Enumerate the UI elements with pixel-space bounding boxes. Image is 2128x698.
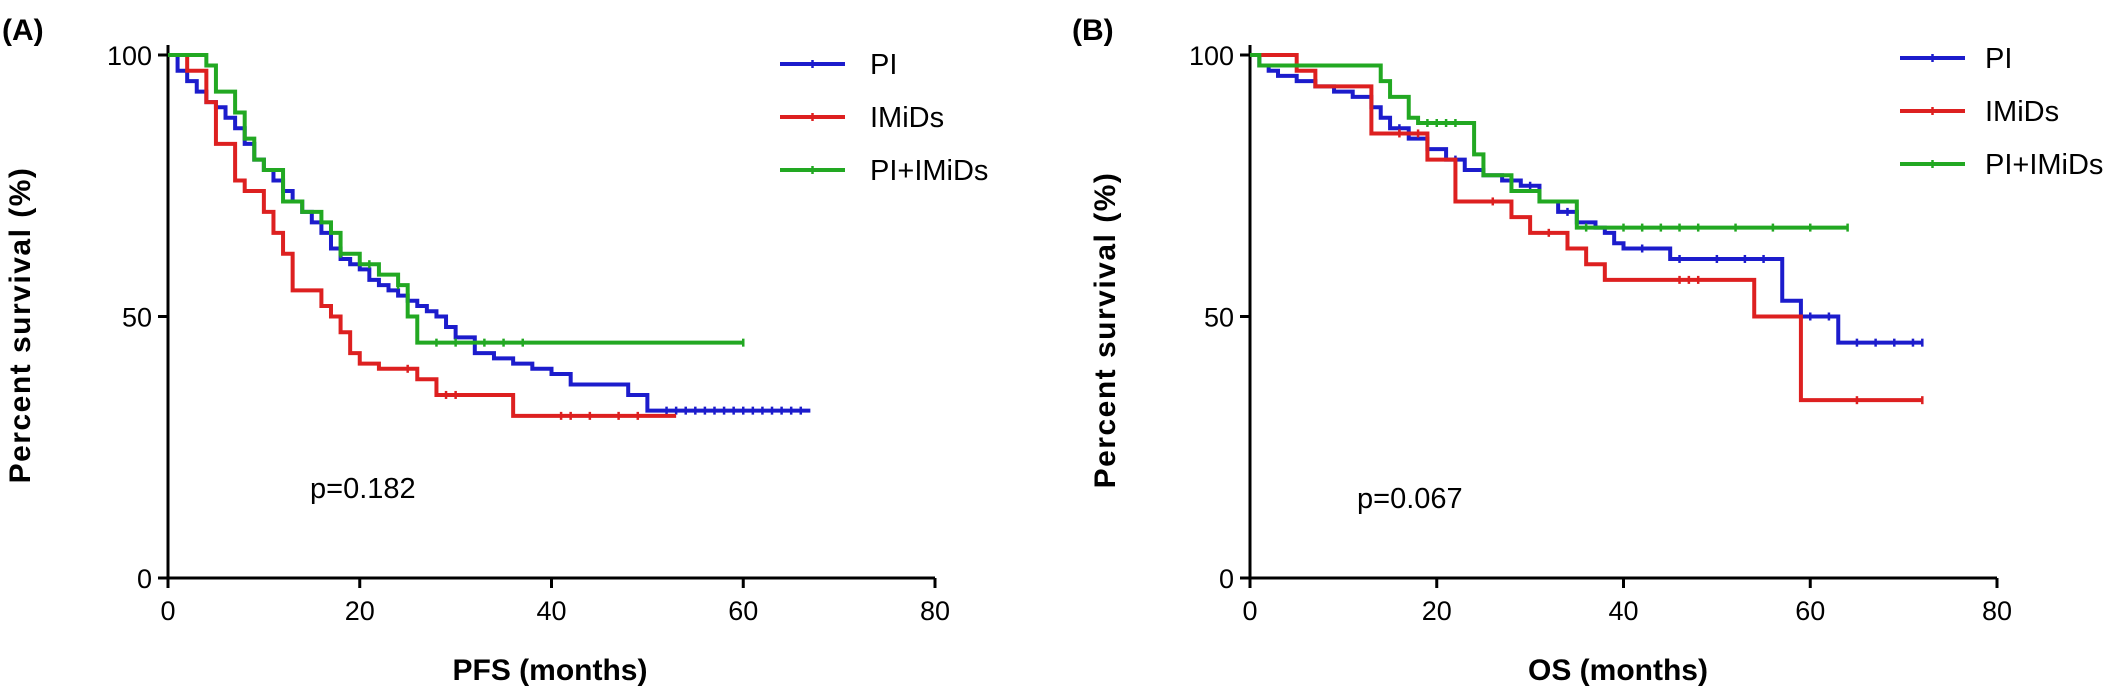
chart-panel-b: (B) 0 20 40 60 80 0 50 100 OS (months) Percent sur… [1072, 14, 2103, 687]
survival-curve [1250, 53, 1848, 230]
y-tick-label: 0 [1219, 564, 1234, 594]
series-imids [168, 53, 677, 420]
series-pi-plus-imids [1250, 53, 1849, 232]
y-tick-label: 100 [107, 41, 152, 71]
legend-label: PI+IMiDs [870, 155, 988, 187]
legend-label: PI [870, 49, 897, 81]
y-tick-label: 0 [137, 564, 152, 594]
survival-curve [1250, 53, 1923, 345]
series-imids [1250, 53, 1924, 405]
x-tick-label: 40 [536, 596, 566, 626]
y-axis-title: Percent survival (%) [1089, 172, 1122, 489]
survival-curve [168, 53, 811, 413]
panel-label: (A) [2, 14, 44, 47]
x-axis-title: OS (months) [1528, 654, 1708, 687]
panel-label: (B) [1072, 14, 1114, 47]
x-tick-label: 80 [1982, 596, 2012, 626]
x-tick-label: 0 [160, 596, 175, 626]
y-tick-label: 50 [122, 303, 152, 333]
legend-item: IMiDs [780, 102, 944, 134]
x-axis-title: PFS (months) [453, 654, 648, 687]
series-pi [168, 53, 811, 415]
y-axis-title: Percent survival (%) [4, 167, 37, 484]
x-tick-label: 60 [728, 596, 758, 626]
x-tick-label: 60 [1795, 596, 1825, 626]
legend-label: PI [1985, 43, 2012, 75]
series-pi-plus-imids [168, 53, 745, 347]
legend-label: PI+IMiDs [1985, 149, 2103, 181]
series-pi [1250, 53, 1924, 347]
legend-item: PI+IMiDs [1900, 149, 2103, 181]
legend-item: PI [1900, 43, 2012, 75]
x-tick-label: 40 [1608, 596, 1638, 626]
p-value-annotation: p=0.182 [310, 473, 416, 505]
x-tick-label: 20 [1422, 596, 1452, 626]
legend-label: IMiDs [1985, 96, 2059, 128]
legend-label: IMiDs [870, 102, 944, 134]
legend-item: IMiDs [1900, 96, 2059, 128]
y-tick-label: 100 [1189, 41, 1234, 71]
p-value-annotation: p=0.067 [1357, 483, 1463, 515]
legend-item: PI [780, 49, 897, 81]
x-tick-label: 20 [345, 596, 375, 626]
survival-curve [168, 53, 677, 418]
y-tick-label: 50 [1204, 303, 1234, 333]
chart-panel-a: (A) 0 20 40 60 80 0 50 100 PFS (months) Percent su… [2, 14, 988, 687]
survival-curve [168, 53, 744, 345]
legend-item: PI+IMiDs [780, 155, 988, 187]
x-tick-label: 80 [920, 596, 950, 626]
x-tick-label: 0 [1242, 596, 1257, 626]
